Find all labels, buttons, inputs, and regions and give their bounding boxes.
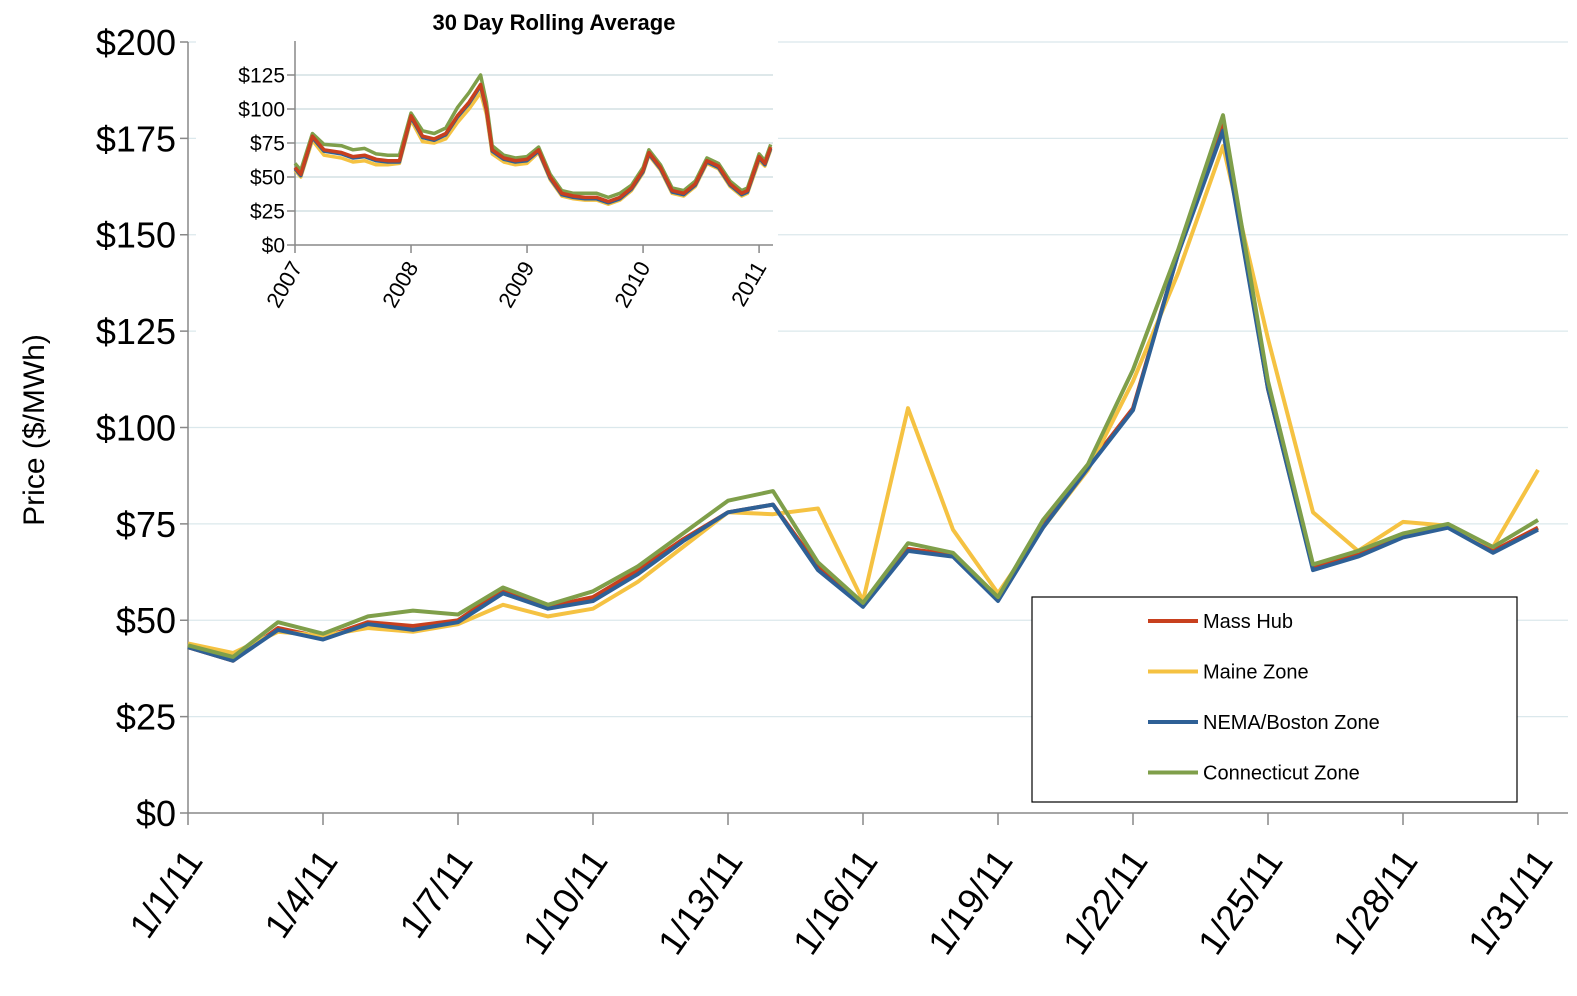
x-tick-label: 1/4/11 (256, 842, 345, 945)
legend-label: Maine Zone (1203, 662, 1309, 684)
y-tick-label: $50 (250, 167, 285, 190)
x-tick-label: 1/31/11 (1460, 842, 1561, 962)
x-tick-label: 1/10/11 (515, 842, 616, 962)
y-axis-label: Price ($/MWh) (18, 334, 51, 526)
line-series (187, 128, 1539, 663)
y-tick-label: $0 (262, 235, 285, 258)
y-tick-label: $125 (96, 311, 176, 352)
x-tick-label: 1/7/11 (391, 842, 480, 945)
x-tick-label: 1/13/11 (650, 842, 751, 962)
y-tick-label: $50 (116, 600, 176, 641)
inset-background (196, 0, 778, 352)
y-tick-label: $100 (96, 407, 176, 448)
y-tick-label: $75 (116, 504, 176, 545)
line-series (187, 113, 1540, 659)
chart-title: 30 Day Rolling Average (433, 10, 676, 35)
legend-box (1031, 596, 1518, 803)
y-tick-label: $75 (250, 133, 285, 156)
y-tick-label: $175 (96, 118, 176, 159)
x-tick-label: 1/25/11 (1190, 842, 1291, 962)
x-tick-label: 1/16/11 (785, 842, 886, 962)
y-tick-label: $25 (250, 201, 285, 224)
y-tick-label: $200 (96, 22, 176, 63)
legend-label: Connecticut Zone (1203, 763, 1360, 785)
x-tick-label: 1/22/11 (1055, 842, 1156, 962)
line-series (293, 82, 773, 204)
y-tick-label: $150 (96, 215, 176, 256)
y-tick-label: $100 (238, 99, 285, 122)
y-tick-label: $125 (238, 65, 285, 88)
legend-label: NEMA/Boston Zone (1203, 712, 1380, 734)
y-tick-label: $0 (136, 793, 176, 834)
x-tick-label: 1/19/11 (920, 842, 1021, 962)
y-tick-label: $25 (116, 697, 176, 738)
legend-label: Mass Hub (1203, 611, 1293, 633)
x-tick-label: 1/28/11 (1325, 842, 1426, 962)
x-tick-label: 1/1/11 (121, 842, 210, 945)
